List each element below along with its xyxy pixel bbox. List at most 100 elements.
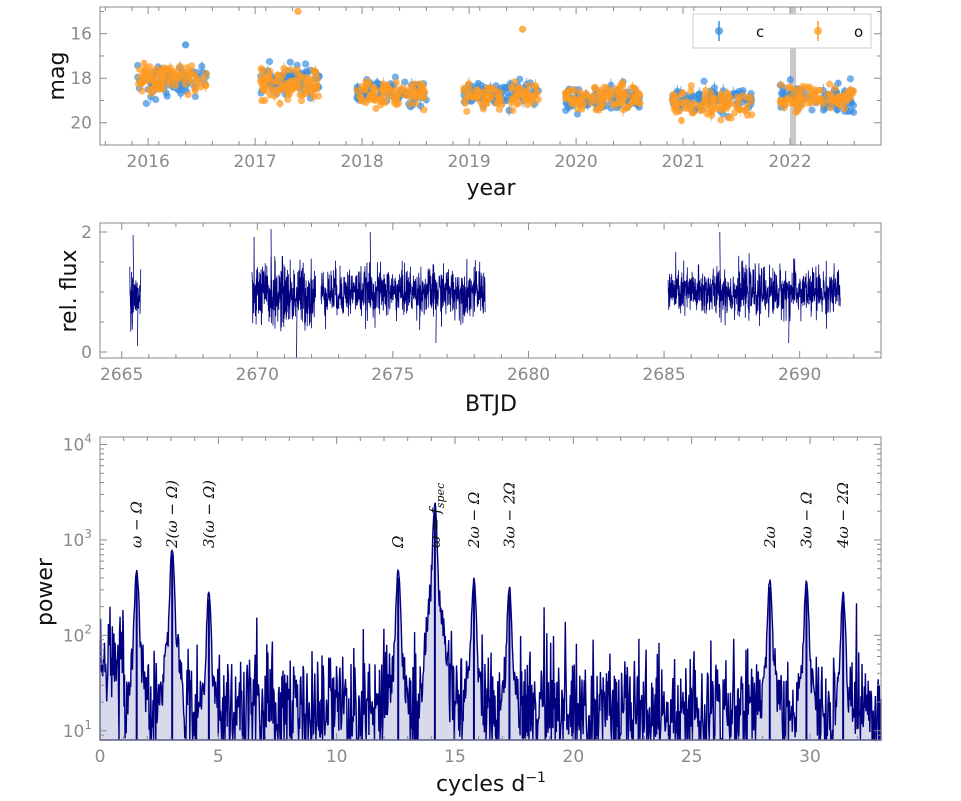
data-point	[791, 96, 799, 104]
magnitude-plot-frame	[99, 6, 882, 146]
data-point	[704, 104, 712, 112]
magnitude-xlabel: year	[466, 176, 516, 201]
data-point	[807, 98, 815, 107]
data-point	[592, 106, 600, 114]
data-point	[525, 81, 533, 89]
data-point	[378, 98, 386, 106]
data-point	[479, 105, 487, 113]
data-point	[727, 114, 735, 122]
series-o	[135, 59, 858, 125]
data-point	[687, 81, 695, 90]
data-point	[306, 85, 314, 93]
data-point	[465, 80, 473, 88]
x-tick-label: 2690	[778, 365, 821, 385]
data-point	[831, 84, 839, 92]
x-tick-label: 2016	[127, 152, 170, 172]
data-point	[383, 82, 391, 91]
data-point	[393, 101, 401, 109]
data-point	[265, 83, 274, 91]
x-tick-label: 2020	[554, 152, 597, 172]
peak-label: 3(ω − Ω)	[200, 480, 218, 548]
data-point	[372, 104, 380, 113]
data-point	[495, 95, 504, 103]
data-point	[392, 78, 400, 87]
data-point	[273, 71, 282, 79]
data-point	[613, 100, 621, 108]
data-point	[463, 107, 471, 116]
y-tick-label: 2	[81, 223, 92, 243]
data-point	[563, 91, 571, 100]
legend-label-o: o	[854, 23, 863, 41]
data-point	[828, 98, 836, 106]
legend-label-c: c	[756, 23, 764, 41]
data-point	[304, 77, 312, 85]
data-point	[688, 92, 696, 101]
x-tick-label: 2019	[447, 152, 490, 172]
x-tick-label: 2670	[236, 365, 279, 385]
data-point	[258, 71, 266, 79]
data-point	[410, 80, 419, 88]
power-spectrum	[99, 502, 882, 742]
data-point	[687, 87, 695, 95]
x-tick-label: 10	[326, 747, 348, 767]
peak-label: Ω	[389, 536, 407, 549]
data-point	[294, 77, 302, 86]
peak-label: 4ω − 2Ω	[834, 482, 852, 549]
legend-entry-c: c	[715, 21, 764, 41]
data-point	[495, 105, 504, 113]
data-point	[406, 89, 414, 97]
magnitude-points	[134, 7, 858, 125]
data-point	[391, 73, 399, 81]
legend-entry-o: o	[814, 21, 863, 41]
y-tick-label: 104	[63, 432, 92, 456]
data-point	[627, 92, 635, 100]
lightcurve-ylabel: rel. flux	[57, 249, 82, 332]
data-point	[369, 85, 377, 93]
x-tick-label: 0	[95, 747, 106, 767]
data-point	[509, 85, 517, 93]
data-point	[631, 85, 640, 93]
data-point	[672, 92, 680, 100]
peak-label: 3ω − 2Ω	[500, 482, 518, 548]
data-point	[798, 101, 806, 109]
data-point	[582, 90, 590, 98]
data-point	[683, 104, 691, 112]
data-point	[483, 99, 491, 107]
y-tick-label: 101	[63, 718, 92, 742]
data-point	[595, 88, 603, 96]
peak-label: 2ω − Ω	[465, 492, 483, 549]
data-point	[161, 78, 169, 86]
data-point	[786, 76, 794, 84]
data-point	[562, 106, 570, 115]
data-point	[509, 107, 517, 115]
data-point	[261, 96, 269, 104]
data-point	[702, 86, 710, 95]
data-point	[483, 84, 491, 93]
data-point	[717, 90, 725, 98]
lightcurve-panel: 2665 2670 2675 2680 2685 2690 0 2 BTJD rel. flu…	[57, 222, 882, 417]
data-point	[301, 60, 310, 68]
data-point	[164, 67, 172, 75]
magnitude-ylabel: mag	[45, 52, 70, 101]
data-point	[735, 96, 743, 105]
data-point	[718, 102, 727, 110]
data-point	[364, 78, 373, 86]
data-point	[265, 58, 274, 66]
data-point	[158, 85, 166, 93]
periodogram-panel: 0 5 10 15 20 25 30 101 102 103 104 ω − Ω 2(ω − Ω) 3(…	[33, 432, 882, 797]
data-point	[689, 108, 698, 117]
data-point	[285, 90, 293, 98]
data-point	[511, 78, 519, 86]
x-tick-label: 5	[213, 747, 224, 767]
data-point	[826, 104, 835, 112]
data-point	[742, 106, 750, 115]
data-point	[191, 87, 199, 95]
data-point	[823, 91, 832, 99]
data-point	[707, 89, 715, 97]
data-point	[293, 69, 301, 77]
data-point	[777, 81, 785, 89]
data-point	[140, 59, 148, 67]
x-tick-label: 2680	[507, 365, 550, 385]
outlier-point	[181, 41, 190, 49]
x-tick-label: 15	[444, 747, 466, 767]
